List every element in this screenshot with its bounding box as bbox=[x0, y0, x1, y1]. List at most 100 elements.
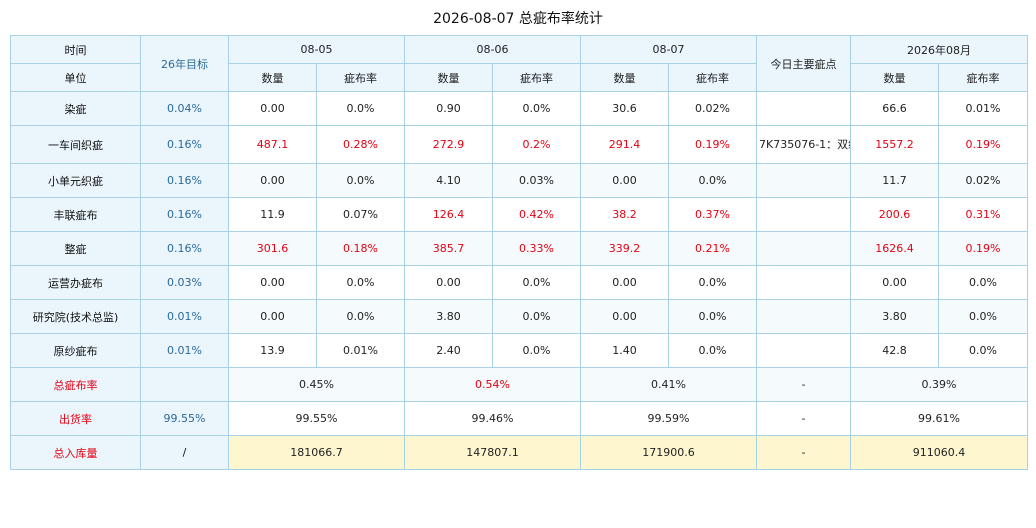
main-defect-cell: 7K735076-1：双纬1.5/ 稀密路严重（死）72.8 bbox=[756, 125, 851, 164]
main-defect-cell bbox=[756, 163, 851, 198]
rate-header: 疵布率 bbox=[492, 63, 581, 92]
rate-cell: 0.33% bbox=[492, 231, 581, 266]
target-cell: 0.01% bbox=[140, 333, 229, 368]
rate-cell: 0.0% bbox=[668, 265, 757, 300]
inventory-cell: 171900.6 bbox=[580, 435, 757, 470]
month-qty-cell: 1557.2 bbox=[850, 125, 939, 164]
rate-cell: 0.0% bbox=[316, 163, 405, 198]
total-rate-cell: 0.54% bbox=[404, 367, 581, 402]
qty-cell: 38.2 bbox=[580, 197, 669, 232]
qty-cell: 385.7 bbox=[404, 231, 493, 266]
qty-cell: 13.9 bbox=[228, 333, 317, 368]
qty-cell: 0.00 bbox=[580, 265, 669, 300]
month-qty-cell: 66.6 bbox=[850, 91, 939, 126]
table-row: 原纱疵布 0.01% 13.9 0.01% 2.40 0.0% 1.40 0.0… bbox=[10, 333, 1028, 368]
row-label: 一车间织疵 bbox=[10, 125, 141, 164]
qty-header: 数量 bbox=[850, 63, 939, 92]
month-qty-cell: 3.80 bbox=[850, 299, 939, 334]
qty-cell: 0.00 bbox=[228, 299, 317, 334]
row-label: 染疵 bbox=[10, 91, 141, 126]
qty-cell: 30.6 bbox=[580, 91, 669, 126]
qty-cell: 0.00 bbox=[580, 299, 669, 334]
qty-cell: 0.00 bbox=[404, 265, 493, 300]
row-label: 小单元织疵 bbox=[10, 163, 141, 198]
target-cell: 0.03% bbox=[140, 265, 229, 300]
qty-cell: 0.00 bbox=[228, 91, 317, 126]
inventory-cell: 181066.7 bbox=[228, 435, 405, 470]
main-defect-cell bbox=[756, 333, 851, 368]
month-rate-cell: 0.02% bbox=[938, 163, 1028, 198]
qty-cell: 1.40 bbox=[580, 333, 669, 368]
total-rate-cell: 0.41% bbox=[580, 367, 757, 402]
month-header: 2026年08月 bbox=[850, 35, 1028, 64]
month-rate-cell: 0.31% bbox=[938, 197, 1028, 232]
main-defect-cell bbox=[756, 231, 851, 266]
qty-cell: 2.40 bbox=[404, 333, 493, 368]
month-rate-cell: 0.0% bbox=[938, 299, 1028, 334]
target-header: 26年目标 bbox=[140, 35, 229, 92]
main-defect-cell: - bbox=[756, 401, 851, 436]
qty-cell: 4.10 bbox=[404, 163, 493, 198]
rate-cell: 0.02% bbox=[668, 91, 757, 126]
target-cell: 0.16% bbox=[140, 197, 229, 232]
month-total-cell: 911060.4 bbox=[850, 435, 1028, 470]
main-defect-cell bbox=[756, 265, 851, 300]
shipment-rate-cell: 99.59% bbox=[580, 401, 757, 436]
time-header: 时间 bbox=[10, 35, 141, 64]
rate-cell: 0.19% bbox=[668, 125, 757, 164]
table-row: 运营办疵布 0.03% 0.00 0.0% 0.00 0.0% 0.00 0.0… bbox=[10, 265, 1028, 300]
qty-header: 数量 bbox=[580, 63, 669, 92]
page-title: 2026-08-07 总疵布率统计 bbox=[433, 11, 603, 27]
qty-cell: 3.80 bbox=[404, 299, 493, 334]
rate-cell: 0.0% bbox=[316, 299, 405, 334]
shipment-rate-cell: 99.46% bbox=[404, 401, 581, 436]
target-cell bbox=[140, 367, 229, 402]
main-defect-header: 今日主要疵点 bbox=[756, 35, 851, 92]
qty-header: 数量 bbox=[228, 63, 317, 92]
rate-cell: 0.0% bbox=[316, 91, 405, 126]
rate-cell: 0.37% bbox=[668, 197, 757, 232]
rate-cell: 0.0% bbox=[668, 163, 757, 198]
month-qty-cell: 0.00 bbox=[850, 265, 939, 300]
row-label: 出货率 bbox=[10, 401, 141, 436]
rate-cell: 0.0% bbox=[492, 265, 581, 300]
month-qty-cell: 200.6 bbox=[850, 197, 939, 232]
month-rate-cell: 0.19% bbox=[938, 231, 1028, 266]
row-label: 总入库量 bbox=[10, 435, 141, 470]
date-header: 08-06 bbox=[404, 35, 581, 64]
row-label: 运营办疵布 bbox=[10, 265, 141, 300]
table-row: 染疵 0.04% 0.00 0.0% 0.90 0.0% 30.6 0.02% … bbox=[10, 91, 1028, 126]
rate-cell: 0.0% bbox=[668, 333, 757, 368]
target-cell: 0.01% bbox=[140, 299, 229, 334]
rate-cell: 0.42% bbox=[492, 197, 581, 232]
row-label: 研究院(技术总监) bbox=[10, 299, 141, 334]
target-cell: 99.55% bbox=[140, 401, 229, 436]
qty-cell: 0.00 bbox=[228, 265, 317, 300]
shipment-rate-cell: 99.55% bbox=[228, 401, 405, 436]
rate-header: 疵布率 bbox=[316, 63, 405, 92]
target-cell: 0.16% bbox=[140, 163, 229, 198]
rate-cell: 0.07% bbox=[316, 197, 405, 232]
table-row: 小单元织疵 0.16% 0.00 0.0% 4.10 0.03% 0.00 0.… bbox=[10, 163, 1028, 198]
rate-cell: 0.01% bbox=[316, 333, 405, 368]
month-qty-cell: 11.7 bbox=[850, 163, 939, 198]
rate-header: 疵布率 bbox=[668, 63, 757, 92]
total-rate-cell: 0.45% bbox=[228, 367, 405, 402]
rate-cell: 0.2% bbox=[492, 125, 581, 164]
month-rate-cell: 0.0% bbox=[938, 265, 1028, 300]
month-total-cell: 0.39% bbox=[850, 367, 1028, 402]
month-qty-cell: 1626.4 bbox=[850, 231, 939, 266]
row-label: 整疵 bbox=[10, 231, 141, 266]
header-row-dates: 时间 26年目标 08-05 08-06 08-07 今日主要疵点 2026年0… bbox=[10, 35, 1028, 92]
main-defect-cell bbox=[756, 197, 851, 232]
rate-cell: 0.0% bbox=[668, 299, 757, 334]
main-defect-cell: - bbox=[756, 367, 851, 402]
qty-cell: 291.4 bbox=[580, 125, 669, 164]
header-row-units: 单位 数量 疵布率 数量 疵布率 数量 疵布率 数量 疵布率 bbox=[10, 63, 1028, 92]
month-rate-cell: 0.0% bbox=[938, 333, 1028, 368]
qty-cell: 11.9 bbox=[228, 197, 317, 232]
rate-cell: 0.21% bbox=[668, 231, 757, 266]
target-cell: 0.04% bbox=[140, 91, 229, 126]
defect-rate-table: 时间 26年目标 08-05 08-06 08-07 今日主要疵点 2026年0… bbox=[10, 35, 1028, 470]
main-defect-cell bbox=[756, 299, 851, 334]
